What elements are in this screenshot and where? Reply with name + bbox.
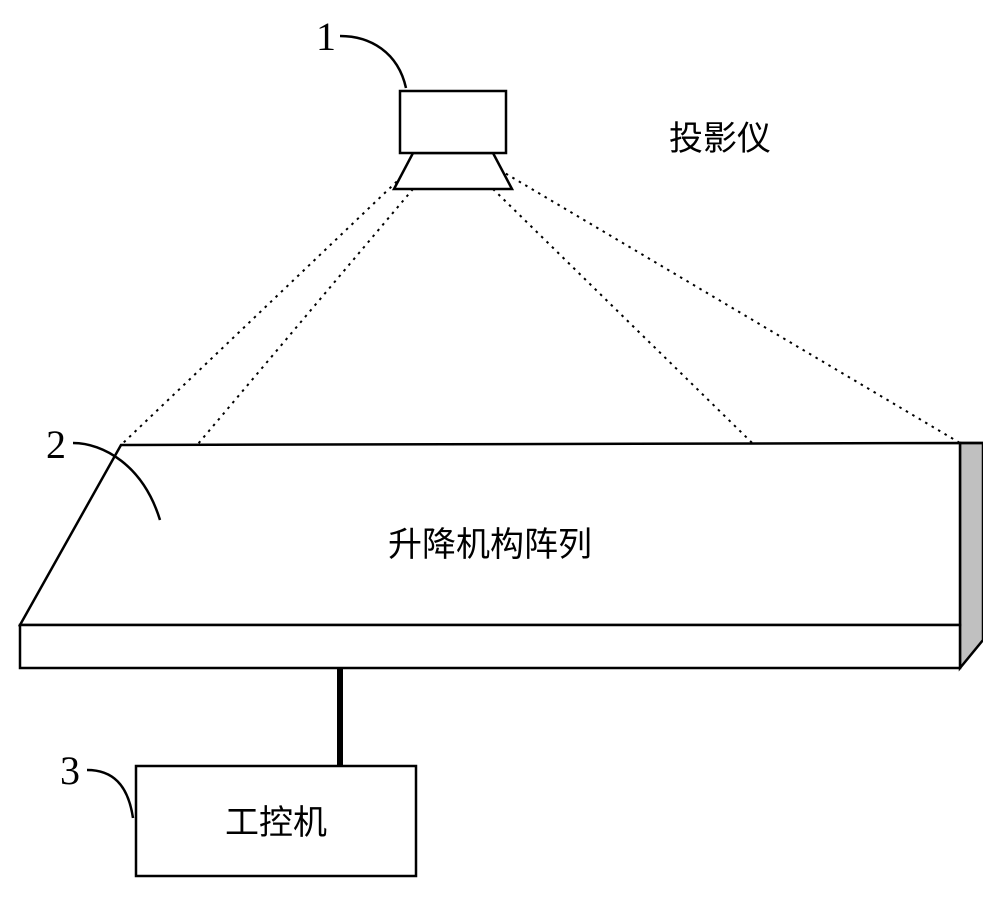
beam-line [493, 166, 960, 443]
beam-line [121, 166, 413, 445]
platform-side-face [960, 443, 983, 668]
projector-id: 1 [316, 14, 336, 59]
projector-body [400, 91, 506, 153]
platform-front-face [20, 625, 960, 668]
platform-label: 升降机构阵列 [388, 526, 592, 564]
platform-id: 2 [46, 422, 66, 467]
projector-lens [394, 153, 512, 189]
platform: 升降机构阵列 2 [20, 422, 983, 668]
projector: 1 投影仪 [316, 14, 771, 189]
controller: 工控机 3 [60, 748, 416, 876]
system-diagram: 升降机构阵列 2 1 投影仪 工控机 3 [0, 0, 983, 908]
controller-label: 工控机 [225, 804, 327, 842]
controller-leader [87, 770, 133, 818]
projector-label: 投影仪 [669, 120, 771, 158]
controller-id: 3 [60, 748, 80, 793]
projector-leader [340, 36, 406, 88]
